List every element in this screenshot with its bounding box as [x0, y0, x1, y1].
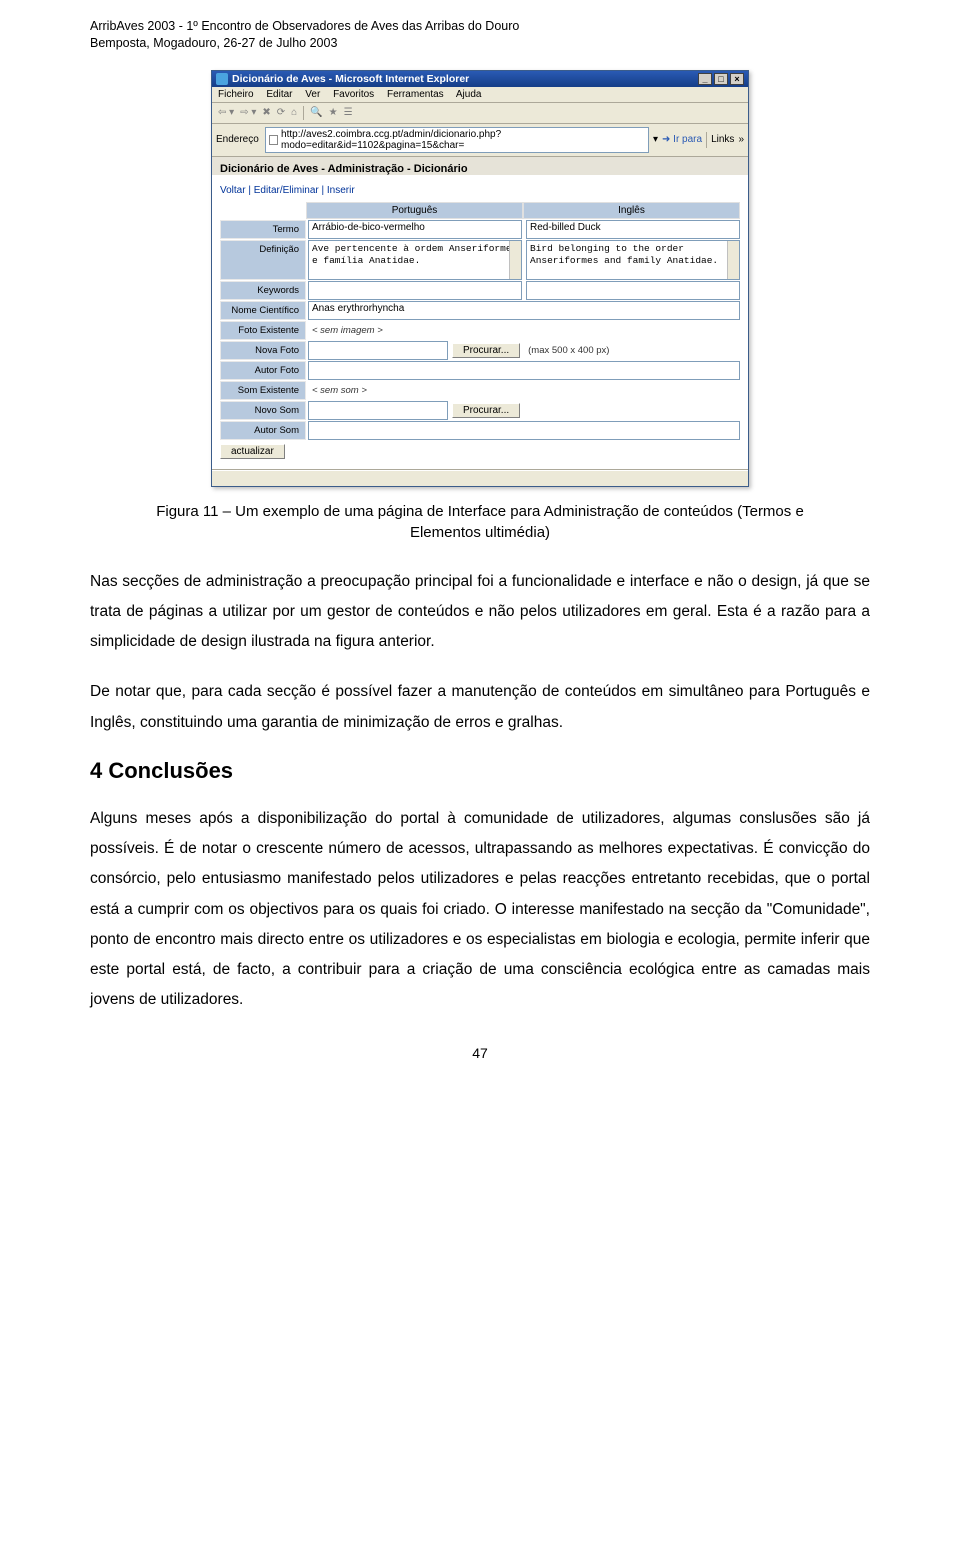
- actualizar-button[interactable]: actualizar: [220, 444, 285, 459]
- history-button[interactable]: ☰: [344, 107, 353, 118]
- label-som-existente: Som Existente: [220, 381, 306, 400]
- input-termo-en[interactable]: Red-billed Duck: [526, 220, 740, 239]
- toolbar: ⇦ ▾ ⇨ ▾ ✖ ⟳ ⌂ 🔍 ★ ☰: [212, 103, 748, 124]
- section-heading-4: 4 Conclusões: [90, 758, 870, 784]
- menu-bar: Ficheiro Editar Ver Favoritos Ferramenta…: [212, 87, 748, 103]
- search-button[interactable]: 🔍: [310, 107, 322, 118]
- paragraph-3: Alguns meses após a disponibilização do …: [90, 804, 870, 1016]
- toolbar-separator: [303, 106, 304, 120]
- minimize-button[interactable]: _: [698, 73, 712, 85]
- browse-som-button[interactable]: Procurar...: [452, 403, 520, 418]
- back-button[interactable]: ⇦ ▾: [218, 107, 234, 118]
- go-button[interactable]: ➜ Ir para: [662, 134, 702, 145]
- favorites-button[interactable]: ★: [329, 107, 338, 118]
- label-termo: Termo: [220, 220, 306, 239]
- input-nova-foto[interactable]: [308, 341, 448, 360]
- forward-button[interactable]: ⇨ ▾: [240, 107, 256, 118]
- col-header-en: Inglês: [523, 202, 740, 219]
- label-nome: Nome Científico: [220, 301, 306, 320]
- label-novo-som: Novo Som: [220, 401, 306, 420]
- browser-window: Dicionário de Aves - Microsoft Internet …: [211, 70, 749, 487]
- browse-foto-button[interactable]: Procurar...: [452, 343, 520, 358]
- figure-caption: Figura 11 – Um exemplo de uma página de …: [90, 501, 870, 543]
- menu-ver[interactable]: Ver: [305, 89, 320, 100]
- home-button[interactable]: ⌂: [291, 107, 297, 118]
- input-keywords-en[interactable]: [526, 281, 740, 300]
- status-bar: [212, 470, 748, 486]
- som-existente-value: < sem som >: [308, 385, 367, 396]
- label-nova-foto: Nova Foto: [220, 341, 306, 360]
- label-autor-som: Autor Som: [220, 421, 306, 440]
- input-autor-som[interactable]: [308, 421, 740, 440]
- links-chevron-icon[interactable]: »: [738, 134, 744, 145]
- window-title: Dicionário de Aves - Microsoft Internet …: [232, 73, 469, 85]
- page-content: Dicionário de Aves - Administração - Dic…: [212, 157, 748, 470]
- maximize-button[interactable]: □: [714, 73, 728, 85]
- input-termo-pt[interactable]: Arrábio-de-bico-vermelho: [308, 220, 522, 239]
- label-keywords: Keywords: [220, 281, 306, 300]
- menu-editar[interactable]: Editar: [266, 89, 292, 100]
- label-definicao: Definição: [220, 240, 306, 280]
- close-button[interactable]: ×: [730, 73, 744, 85]
- label-autor-foto: Autor Foto: [220, 361, 306, 380]
- url-dropdown-icon[interactable]: ▾: [653, 134, 658, 145]
- window-titlebar: Dicionário de Aves - Microsoft Internet …: [212, 71, 748, 87]
- links-label[interactable]: Links: [711, 134, 734, 145]
- header-line-2: Bemposta, Mogadouro, 26-27 de Julho 2003: [90, 35, 870, 52]
- app-title: Dicionário de Aves - Administração - Dic…: [220, 163, 740, 175]
- paragraph-1: Nas secções de administração a preocupaç…: [90, 567, 870, 658]
- page-icon: [269, 135, 278, 145]
- menu-ficheiro[interactable]: Ficheiro: [218, 89, 254, 100]
- page-number: 47: [90, 1045, 870, 1061]
- menu-ferramentas[interactable]: Ferramentas: [387, 89, 444, 100]
- input-nome-cientifico[interactable]: Anas erythrorhyncha: [308, 301, 740, 320]
- refresh-button[interactable]: ⟳: [277, 107, 285, 118]
- menu-favoritos[interactable]: Favoritos: [333, 89, 374, 100]
- col-header-pt: Português: [306, 202, 523, 219]
- nova-foto-hint: (max 500 x 400 px): [524, 345, 609, 356]
- input-autor-foto[interactable]: [308, 361, 740, 380]
- input-novo-som[interactable]: [308, 401, 448, 420]
- foto-existente-value: < sem imagem >: [308, 325, 383, 336]
- label-foto-existente: Foto Existente: [220, 321, 306, 340]
- stop-button[interactable]: ✖: [262, 107, 270, 118]
- input-keywords-pt[interactable]: [308, 281, 522, 300]
- menu-ajuda[interactable]: Ajuda: [456, 89, 482, 100]
- address-field[interactable]: http://aves2.coimbra.ccg.pt/admin/dicion…: [265, 127, 649, 153]
- address-bar: Endereço http://aves2.coimbra.ccg.pt/adm…: [212, 124, 748, 157]
- url-text: http://aves2.coimbra.ccg.pt/admin/dicion…: [281, 129, 645, 151]
- running-header: ArribAves 2003 - 1º Encontro de Observad…: [90, 18, 870, 52]
- ie-icon: [216, 73, 228, 85]
- address-label: Endereço: [216, 134, 259, 145]
- textarea-def-en[interactable]: Bird belonging to the order Anseriformes…: [526, 240, 740, 280]
- header-line-1: ArribAves 2003 - 1º Encontro de Observad…: [90, 18, 870, 35]
- textarea-def-pt[interactable]: Ave pertencente à ordem Anseriformes e f…: [308, 240, 522, 280]
- links-separator: [706, 132, 707, 148]
- admin-nav[interactable]: Voltar | Editar/Eliminar | Inserir: [220, 185, 740, 196]
- paragraph-2: De notar que, para cada secção é possíve…: [90, 677, 870, 737]
- admin-form: Português Inglês Termo Arrábio-de-bico-v…: [220, 202, 740, 459]
